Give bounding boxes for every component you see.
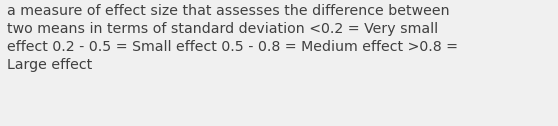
- Text: a measure of effect size that assesses the difference between
two means in terms: a measure of effect size that assesses t…: [7, 4, 458, 72]
